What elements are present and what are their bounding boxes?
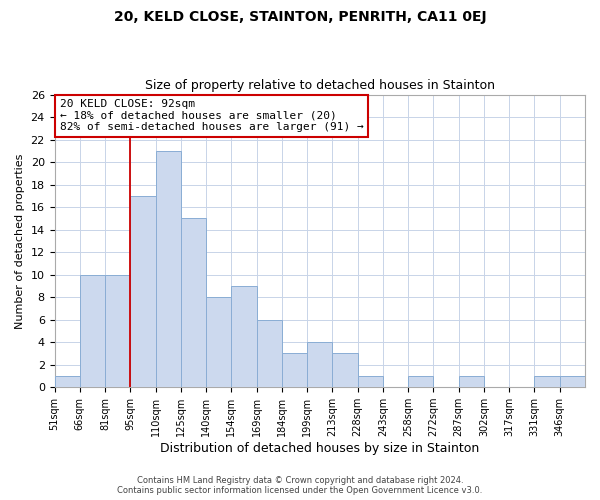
Bar: [55, 376, 80, 387]
Title: Size of property relative to detached houses in Stainton: Size of property relative to detached ho…: [145, 79, 495, 92]
Y-axis label: Number of detached properties: Number of detached properties: [15, 153, 25, 328]
Bar: [408, 376, 433, 387]
Bar: [358, 376, 383, 387]
Bar: [206, 297, 232, 387]
Bar: [332, 354, 358, 387]
Bar: [458, 376, 484, 387]
Text: Contains HM Land Registry data © Crown copyright and database right 2024.
Contai: Contains HM Land Registry data © Crown c…: [118, 476, 482, 495]
Bar: [155, 151, 181, 387]
Bar: [535, 376, 560, 387]
Bar: [232, 286, 257, 387]
Bar: [282, 354, 307, 387]
Text: 20 KELD CLOSE: 92sqm
← 18% of detached houses are smaller (20)
82% of semi-detac: 20 KELD CLOSE: 92sqm ← 18% of detached h…: [60, 99, 364, 132]
Bar: [307, 342, 332, 387]
Bar: [257, 320, 282, 387]
Bar: [560, 376, 585, 387]
Bar: [80, 274, 105, 387]
Bar: [130, 196, 155, 387]
Bar: [105, 274, 130, 387]
Text: 20, KELD CLOSE, STAINTON, PENRITH, CA11 0EJ: 20, KELD CLOSE, STAINTON, PENRITH, CA11 …: [113, 10, 487, 24]
Bar: [181, 218, 206, 387]
X-axis label: Distribution of detached houses by size in Stainton: Distribution of detached houses by size …: [160, 442, 479, 455]
